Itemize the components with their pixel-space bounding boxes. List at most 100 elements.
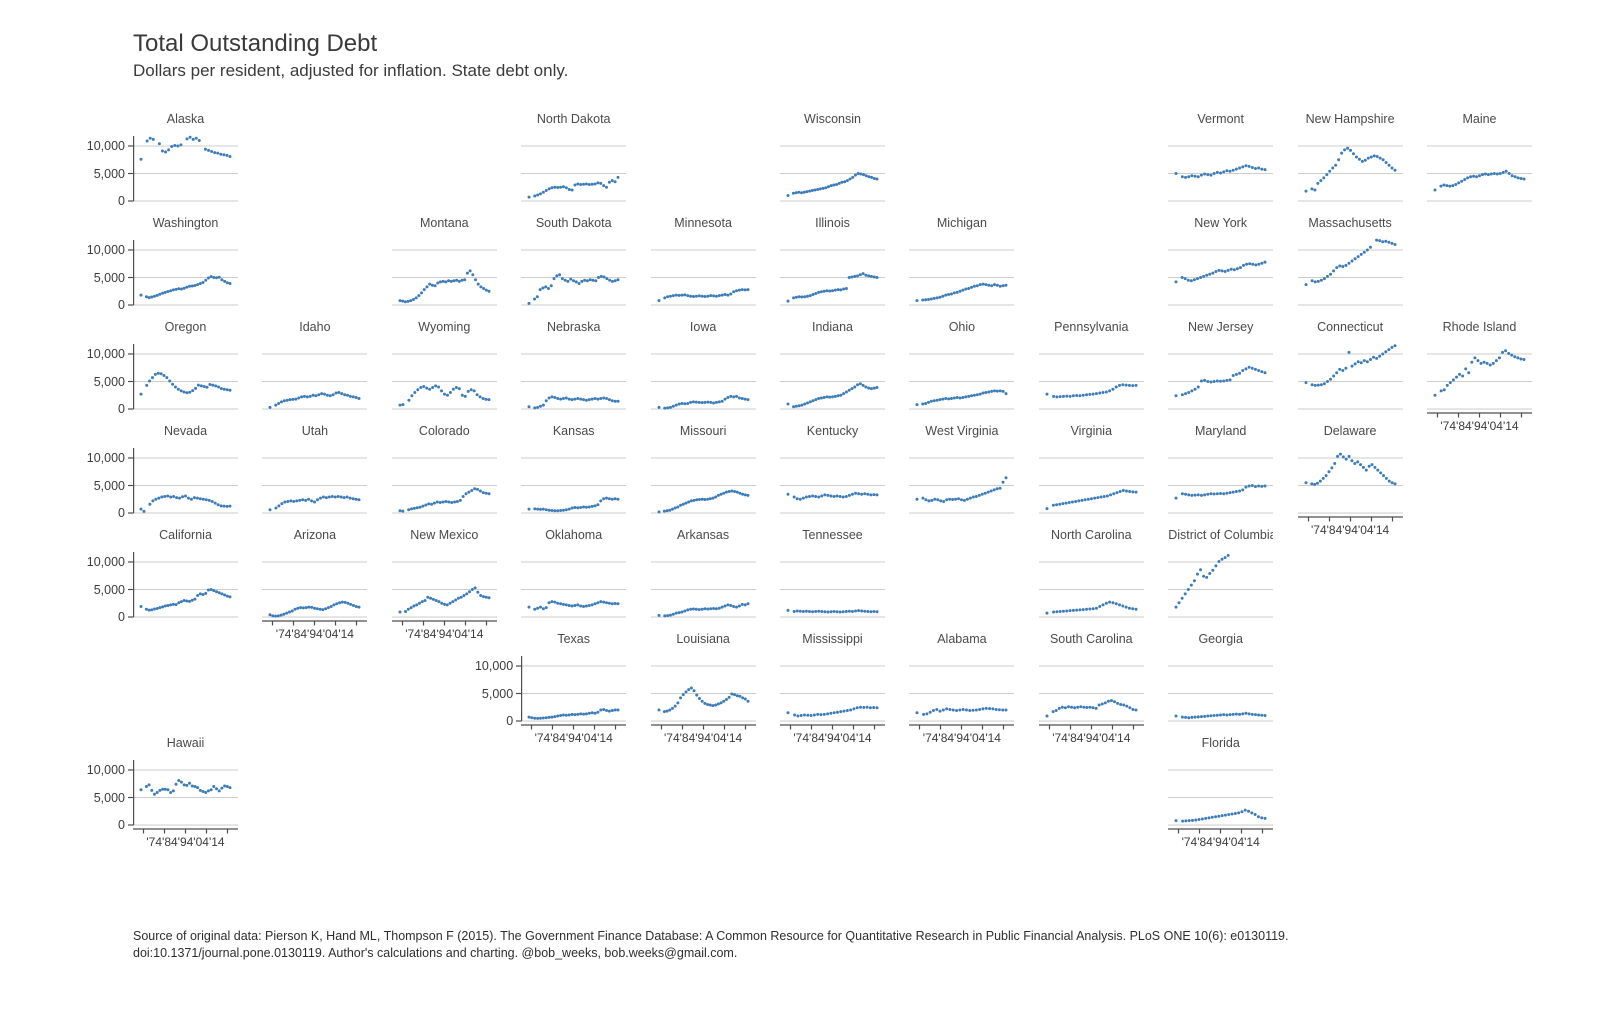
data-point	[705, 294, 709, 298]
data-point	[800, 295, 804, 299]
data-point	[1190, 174, 1194, 178]
data-point	[1324, 474, 1328, 478]
data-point	[559, 509, 563, 513]
data-point	[171, 602, 175, 606]
data-point	[1058, 502, 1062, 506]
data-point	[1200, 493, 1204, 497]
data-point	[487, 289, 491, 293]
state-panel-ohio: Ohio	[909, 316, 1015, 436]
data-point	[822, 712, 826, 716]
data-point	[1439, 389, 1443, 393]
data-point	[1127, 606, 1131, 610]
data-point	[842, 709, 846, 713]
data-point	[476, 590, 480, 594]
data-point	[1045, 611, 1049, 615]
data-point	[1232, 268, 1236, 272]
data-point	[1180, 276, 1184, 279]
data-point	[409, 299, 413, 303]
data-point	[144, 607, 148, 611]
state-panel-wisconsin: Wisconsin	[780, 108, 885, 228]
data-point	[566, 279, 570, 283]
state-title-georgia: Georgia	[1198, 632, 1243, 646]
data-point	[1002, 389, 1006, 393]
data-point	[1001, 708, 1005, 712]
data-point	[1339, 151, 1343, 155]
data-point	[1244, 367, 1248, 371]
data-point	[544, 399, 548, 403]
data-point	[703, 294, 707, 298]
data-point	[147, 608, 151, 612]
data-point	[961, 395, 965, 399]
state-plot-georgia	[1168, 665, 1274, 722]
data-point	[335, 602, 339, 606]
data-point	[828, 395, 832, 399]
data-point	[941, 397, 945, 401]
data-point	[340, 495, 344, 499]
data-point	[1054, 709, 1058, 713]
data-point	[981, 282, 985, 286]
data-point	[160, 149, 164, 153]
data-point	[673, 704, 677, 708]
data-point	[1504, 349, 1508, 353]
data-point	[803, 295, 807, 299]
data-point	[608, 497, 612, 501]
data-point	[527, 195, 531, 199]
data-point	[670, 507, 674, 511]
data-point	[189, 497, 193, 501]
data-point	[453, 598, 457, 602]
data-point	[792, 405, 796, 409]
data-point	[1204, 816, 1208, 820]
data-point	[298, 498, 302, 502]
data-point	[864, 385, 868, 389]
data-point	[1473, 356, 1477, 360]
data-point	[1360, 159, 1364, 163]
data-point	[991, 707, 995, 711]
data-point	[927, 298, 931, 301]
data-point	[1079, 705, 1083, 709]
data-point	[1098, 391, 1102, 395]
data-point	[1383, 239, 1387, 243]
data-point	[1228, 713, 1232, 717]
data-point	[1099, 495, 1103, 499]
data-point	[1091, 607, 1095, 611]
data-point	[398, 403, 402, 407]
data-point	[1121, 383, 1125, 387]
state-plot-iowa	[650, 353, 756, 410]
data-point	[1347, 454, 1351, 458]
data-point	[567, 187, 571, 191]
data-point	[1045, 392, 1049, 396]
state-panel-arkansas: Arkansas	[650, 524, 756, 644]
data-point	[1070, 500, 1074, 504]
data-point	[691, 607, 695, 611]
data-point	[819, 396, 823, 400]
data-point	[966, 497, 970, 501]
data-point	[346, 393, 350, 397]
data-point	[577, 282, 581, 286]
data-point	[1250, 484, 1254, 487]
data-point	[602, 707, 606, 711]
data-point	[1260, 484, 1264, 488]
data-point	[1469, 175, 1473, 179]
data-point	[853, 173, 857, 177]
state-plot-missouri	[650, 457, 756, 514]
data-point	[740, 492, 744, 496]
data-point	[1522, 358, 1526, 361]
state-panel-connecticut: Connecticut	[1297, 316, 1403, 436]
data-point	[288, 398, 292, 402]
data-point	[875, 493, 879, 497]
data-point	[446, 279, 450, 283]
data-point	[438, 501, 442, 505]
data-point	[961, 288, 965, 292]
data-point	[1250, 165, 1254, 169]
data-point	[1337, 367, 1341, 371]
data-point	[193, 597, 197, 601]
data-point	[323, 392, 327, 396]
data-point	[274, 403, 278, 407]
data-point	[305, 606, 309, 610]
state-panel-utah: Utah	[262, 420, 368, 540]
data-point	[565, 508, 569, 512]
data-point	[1115, 491, 1119, 495]
state-title-district-of-columbia: District of Columbia	[1168, 528, 1274, 542]
state-plot-texas	[516, 656, 627, 730]
data-point	[1206, 492, 1210, 496]
